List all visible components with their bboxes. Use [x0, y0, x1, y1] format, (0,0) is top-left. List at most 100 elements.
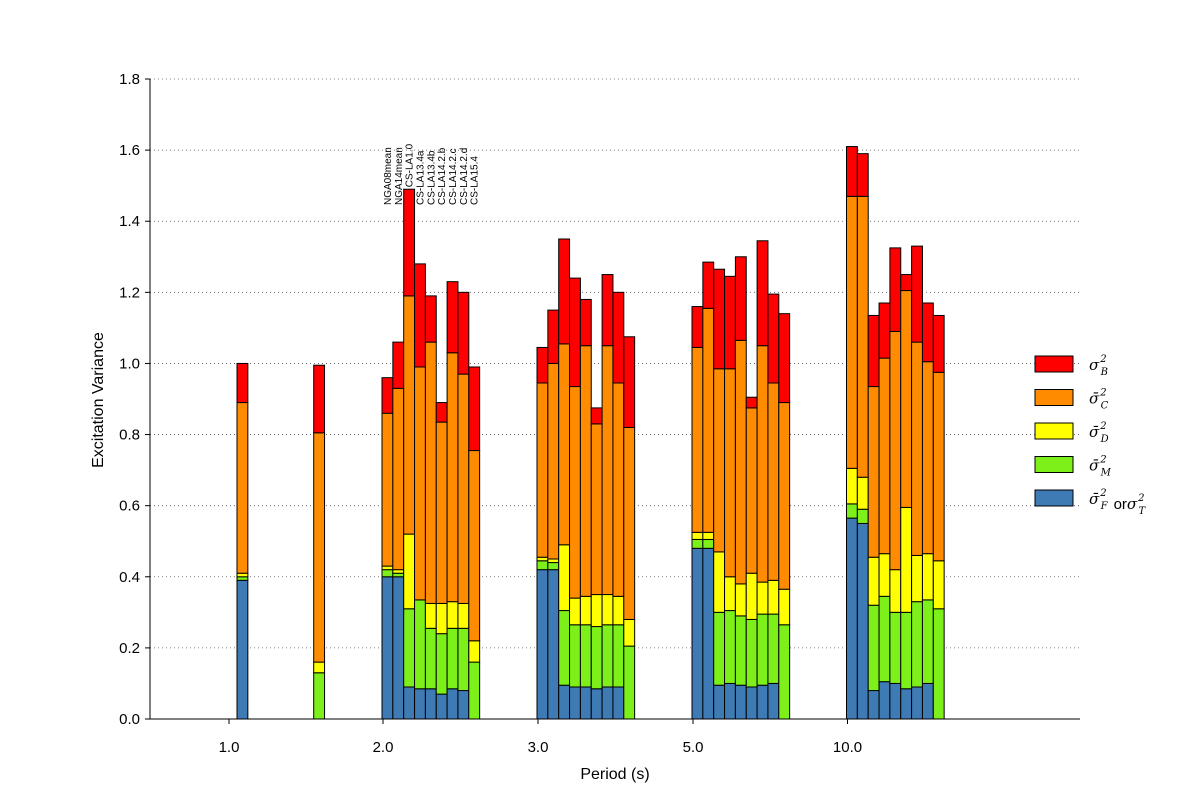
bar-segment-M	[313, 672, 326, 720]
bar-segment-B	[392, 341, 405, 389]
model-label: CS-LA13.4a	[415, 150, 426, 205]
bar-segment-M	[414, 599, 426, 690]
bar-segment-F	[702, 547, 715, 720]
model-label: NGA08mean	[383, 147, 394, 205]
bar-segment-D	[536, 556, 549, 562]
bar-segment-B	[921, 302, 934, 363]
bar-segment-M	[381, 569, 394, 578]
y-tick-label: 0.8	[119, 427, 140, 444]
bar-segment-D	[889, 569, 902, 613]
bar-segment-C	[724, 368, 736, 578]
bar-segment-D	[932, 560, 945, 610]
bar-segment-C	[702, 307, 715, 533]
x-tick-label: 5.0	[683, 739, 704, 756]
bar-segment-F	[403, 686, 416, 720]
bar-segment-C	[856, 195, 869, 478]
bar-segment-F	[756, 684, 769, 720]
bar-segment-F	[558, 684, 571, 720]
legend-entry-B: σ2 B	[1089, 354, 1108, 378]
bar-segment-C	[734, 339, 747, 585]
legend-swatch-F	[1034, 489, 1074, 507]
bar-segment-M	[558, 610, 571, 686]
bar-segment-D	[724, 576, 736, 612]
bar-segment-D	[236, 572, 249, 578]
bar-segment-B	[612, 291, 625, 384]
bar-segment-B	[767, 293, 780, 384]
bar-segment-C	[889, 330, 902, 571]
bar-segment-F	[414, 688, 426, 720]
y-axis-label: Excitation Variance	[90, 332, 107, 468]
bar-segment-F	[457, 690, 470, 720]
bar-segment-C	[867, 386, 880, 558]
bar-segment-B	[468, 366, 481, 452]
bar-segment-D	[878, 553, 891, 597]
bar-segment-F	[446, 688, 459, 720]
bar-segment-C	[756, 345, 769, 583]
bar-segment-C	[691, 346, 704, 533]
bar-segment-C	[846, 195, 858, 469]
bar-segment-D	[702, 531, 715, 540]
bar-segment-C	[579, 345, 592, 597]
bar-segment-D	[856, 476, 869, 510]
bar-segment-B	[867, 314, 880, 388]
bar-segment-M	[403, 608, 416, 688]
bar-segment-F	[547, 569, 560, 720]
y-tick-label: 1.0	[119, 355, 140, 372]
bar-segment-M	[724, 610, 736, 684]
bar-segment-B	[601, 274, 614, 347]
bar-segment-C	[767, 382, 780, 581]
y-tick-label: 1.6	[119, 142, 140, 159]
bar-segment-M	[623, 645, 636, 720]
bar-segment-C	[713, 368, 726, 553]
bar-segment-M	[392, 572, 405, 578]
bar-segment-C	[878, 357, 891, 555]
bar-segment-C	[536, 382, 549, 558]
bar-segment-C	[424, 341, 437, 604]
bar-segment-F	[900, 688, 913, 720]
x-axis-label: Period (s)	[580, 766, 649, 783]
bar-segment-D	[590, 594, 603, 628]
bar-segment-D	[313, 661, 326, 674]
bar-segment-B	[569, 277, 581, 388]
bar-segment-D	[403, 533, 416, 610]
bar-segment-C	[446, 352, 459, 603]
bar-segment-B	[724, 275, 736, 370]
bar-segment-C	[381, 412, 394, 567]
bar-segment-D	[435, 602, 448, 635]
bar-segment-D	[745, 572, 758, 620]
bar-segment-M	[713, 611, 726, 686]
bar-segment-B	[590, 407, 603, 425]
bar-segment-M	[778, 624, 791, 720]
bar-segment-M	[612, 624, 625, 688]
bar-segment-B	[713, 268, 726, 370]
legend-swatch-D	[1034, 422, 1074, 440]
bar-segment-M	[900, 611, 913, 690]
bar-segment-F	[745, 686, 758, 720]
bar-segment-B	[424, 295, 437, 343]
bar-segment-F	[236, 579, 249, 720]
bar-segment-C	[468, 450, 481, 642]
bar-segment-F	[691, 547, 704, 720]
model-label: CS-LA1.0	[405, 143, 416, 187]
bar-segment-D	[381, 565, 394, 571]
legend-entry-M: σ̄2 M	[1089, 455, 1112, 479]
bar-segment-F	[392, 576, 405, 720]
bar-segment-F	[856, 522, 869, 720]
legend-entry-C: σ̄2 C	[1089, 388, 1109, 412]
bar-segment-C	[745, 407, 758, 574]
bar-segment-B	[745, 396, 758, 409]
bar-segment-C	[932, 371, 945, 562]
bar-segment-D	[713, 551, 726, 613]
y-tick-label: 1.2	[119, 284, 140, 301]
bar-segment-F	[612, 686, 625, 720]
x-tick-label: 10.0	[833, 739, 862, 756]
bar-segment-D	[612, 595, 625, 626]
bar-segment-C	[313, 432, 326, 663]
x-tick-label: 3.0	[528, 739, 549, 756]
bar-segment-M	[867, 604, 880, 692]
bar-segment-M	[856, 508, 869, 524]
bar-segment-B	[691, 306, 704, 348]
